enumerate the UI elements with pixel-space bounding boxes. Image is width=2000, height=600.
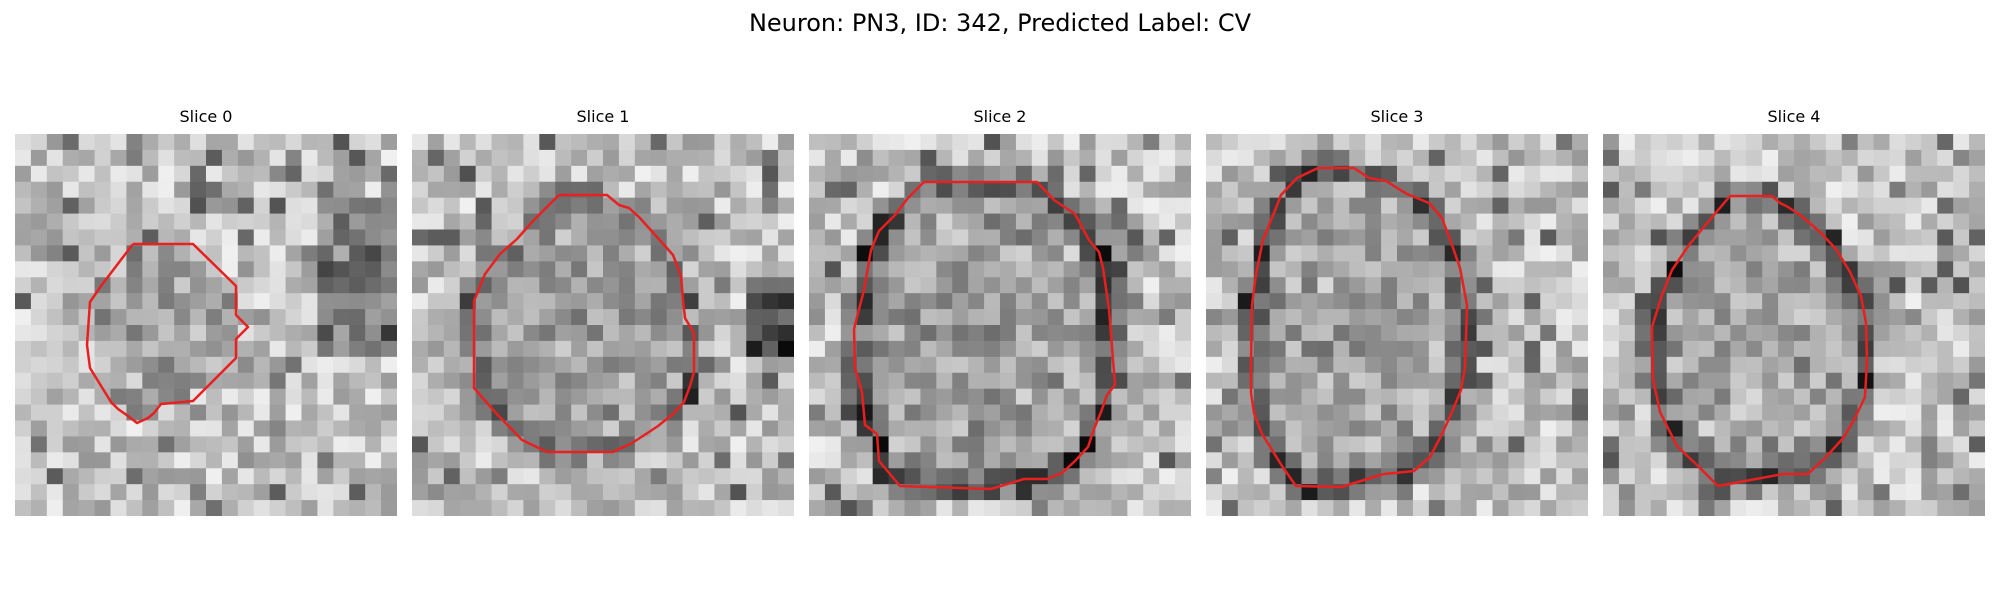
- roi-contour: [852, 180, 1117, 491]
- slice-image-with-contour: [809, 134, 1191, 516]
- roi-contour: [472, 193, 696, 454]
- slice-panel-1: Slice 1: [412, 107, 794, 516]
- roi-contour: [1249, 166, 1469, 489]
- slice-panel-2: Slice 2: [809, 107, 1191, 516]
- figure-title: Neuron: PN3, ID: 342, Predicted Label: C…: [748, 9, 1252, 37]
- slice-image-with-contour: [1603, 134, 1985, 516]
- slice-title: Slice 4: [1767, 107, 1821, 126]
- slice-title: Slice 2: [973, 107, 1027, 126]
- slice-image-with-contour: [412, 134, 794, 516]
- slice-title: Slice 3: [1370, 107, 1424, 126]
- roi-contour: [85, 242, 250, 425]
- roi-contour: [1650, 194, 1869, 488]
- slice-panel-4: Slice 4: [1603, 107, 1985, 516]
- slice-image-with-contour: [15, 134, 397, 516]
- slice-panel-0: Slice 0: [15, 107, 397, 516]
- slice-panel-3: Slice 3: [1206, 107, 1588, 516]
- slice-title: Slice 0: [179, 107, 233, 126]
- slice-title: Slice 1: [576, 107, 630, 126]
- slice-image-with-contour: [1206, 134, 1588, 516]
